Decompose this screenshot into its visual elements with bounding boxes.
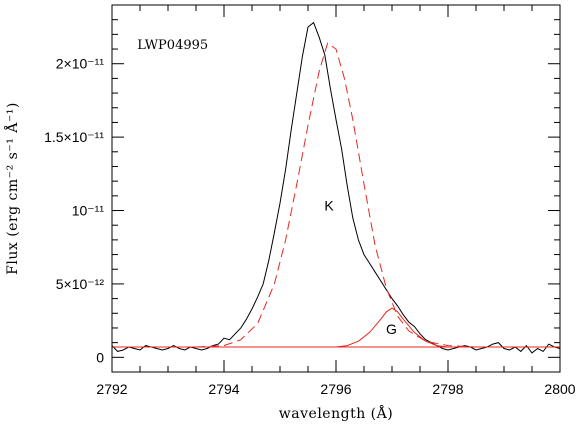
k-line-label: K (324, 198, 334, 214)
series-line-0 (112, 21, 560, 354)
y-axis-label: Flux (erg cm⁻² s⁻¹ Å⁻¹) (3, 102, 21, 275)
axes: 2792 2794 2796 2798 2800 0 5×10⁻¹² 10⁻¹¹ 1.5×10⁻… (44, 4, 576, 397)
series-line-1 (112, 42, 560, 348)
y-tick-label: 10⁻¹¹ (72, 203, 105, 219)
series-line-2 (112, 307, 560, 348)
x-tick-label: 2796 (320, 381, 351, 397)
spectrum-id-annotation: LWP04995 (137, 38, 208, 53)
y-tick-label: 2×10⁻¹¹ (56, 56, 105, 72)
x-tick-label: 2798 (432, 381, 463, 397)
y-tick-label: 5×10⁻¹² (56, 276, 105, 292)
x-tick-label: 2794 (208, 381, 239, 397)
plot-area (112, 21, 560, 354)
y-tick-label: 0 (96, 349, 104, 365)
plot-frame (111, 4, 561, 373)
g-line-label: G (386, 321, 397, 337)
y-tick-label: 1.5×10⁻¹¹ (44, 129, 104, 145)
x-axis-label: wavelength (Å) (279, 404, 393, 422)
x-tick-label: 2800 (544, 381, 575, 397)
x-tick-label: 2792 (96, 381, 127, 397)
